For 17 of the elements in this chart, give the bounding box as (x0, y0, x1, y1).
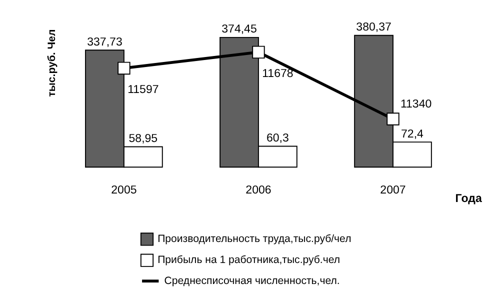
legend-label: Прибыль на 1 работника,тыс.руб.чел (158, 254, 340, 266)
y-axis-title: тыс.руб. Чел (46, 29, 58, 97)
x-tick-label: 2005 (111, 184, 137, 197)
legend-label: Производительность труда,тыс.руб/чел (158, 233, 352, 246)
legend-label: Среднесписочная численность,чел. (164, 274, 340, 287)
data-label: 58,95 (128, 132, 158, 145)
x-tick-label: 2006 (246, 184, 272, 197)
data-label: 337,73 (87, 36, 122, 48)
data-label: 72,4 (401, 128, 424, 140)
data-label: 380,37 (356, 22, 392, 34)
x-tick-label: 2007 (380, 184, 406, 197)
x-axis-title: Года (455, 193, 482, 206)
data-label: 11340 (400, 98, 432, 110)
data-label: 374,45 (222, 24, 257, 36)
data-label: 11597 (128, 84, 159, 96)
data-label: 11678 (262, 68, 294, 80)
data-label: 60,3 (266, 132, 289, 144)
